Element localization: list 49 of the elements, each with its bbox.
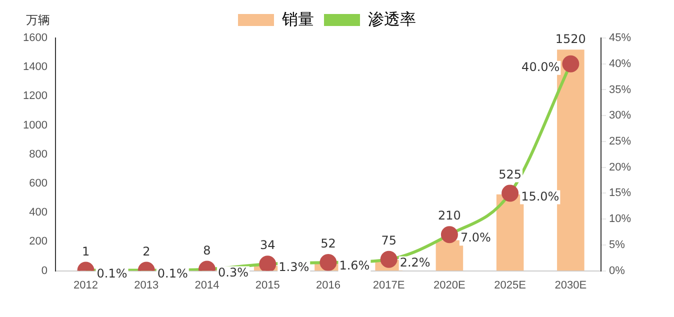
y-tick-label: 600 <box>29 178 48 190</box>
y2-tick-label: 35% <box>608 84 632 96</box>
data-label: 0.3% <box>218 265 248 280</box>
legend-label: 销量 <box>281 11 314 28</box>
y2-tick-label: 15% <box>608 187 632 200</box>
data-label: 2 <box>142 244 150 258</box>
y2-tick-label: 10% <box>608 213 632 226</box>
y2-tick-label: 0% <box>608 264 626 277</box>
data-label: 52 <box>320 236 336 251</box>
y-tick-label: 1600 <box>22 32 48 44</box>
x-tick-label: 2030E <box>554 279 587 292</box>
data-label: 2.2% <box>400 256 430 270</box>
y-tick-label: 1400 <box>22 61 48 74</box>
y2-tick-label: 5% <box>608 238 626 251</box>
x-tick-label: 2017E <box>372 279 405 292</box>
data-label: 0.1% <box>96 266 128 280</box>
data-label: 8 <box>203 243 211 258</box>
y-tick-label: 1000 <box>22 119 48 132</box>
x-tick-label: 2025E <box>494 279 526 292</box>
data-label: 1520 <box>555 32 586 46</box>
y-tick-label: 200 <box>29 236 48 248</box>
x-tick-label: 2013 <box>134 279 159 292</box>
y2-tick-label: 45% <box>608 32 632 44</box>
data-label: 1 <box>82 244 90 258</box>
y2-tick-label: 30% <box>608 110 632 122</box>
data-label: 0.1% <box>157 266 188 280</box>
data-label: 75 <box>381 234 396 248</box>
data-label: 7.0% <box>460 230 491 245</box>
y-tick-label: 0 <box>41 264 48 277</box>
y2-tick-label: 20% <box>608 161 632 174</box>
x-tick-label: 2020E <box>434 279 466 292</box>
y2-tick-label: 40% <box>608 58 632 70</box>
data-label: 1.3% <box>278 260 310 274</box>
data-label: 15.0% <box>521 189 560 204</box>
data-label: 210 <box>438 208 461 223</box>
y-tick-label: 800 <box>29 148 48 160</box>
x-tick-label: 2012 <box>74 279 98 292</box>
data-label: 525 <box>498 167 522 182</box>
y-axis-title: 万辆 <box>26 12 50 29</box>
y2-tick-label: 25% <box>608 136 632 148</box>
data-label: 1.6% <box>339 258 370 273</box>
x-tick-label: 2014 <box>194 279 220 292</box>
y-tick-label: 1200 <box>22 90 48 102</box>
x-tick-label: 2016 <box>316 279 340 292</box>
data-label: 40.0% <box>522 60 560 74</box>
y-tick-label: 400 <box>29 206 48 219</box>
data-label: 34 <box>260 238 276 252</box>
legend-label: 渗透率 <box>368 10 416 28</box>
x-tick-label: 2015 <box>255 279 280 292</box>
